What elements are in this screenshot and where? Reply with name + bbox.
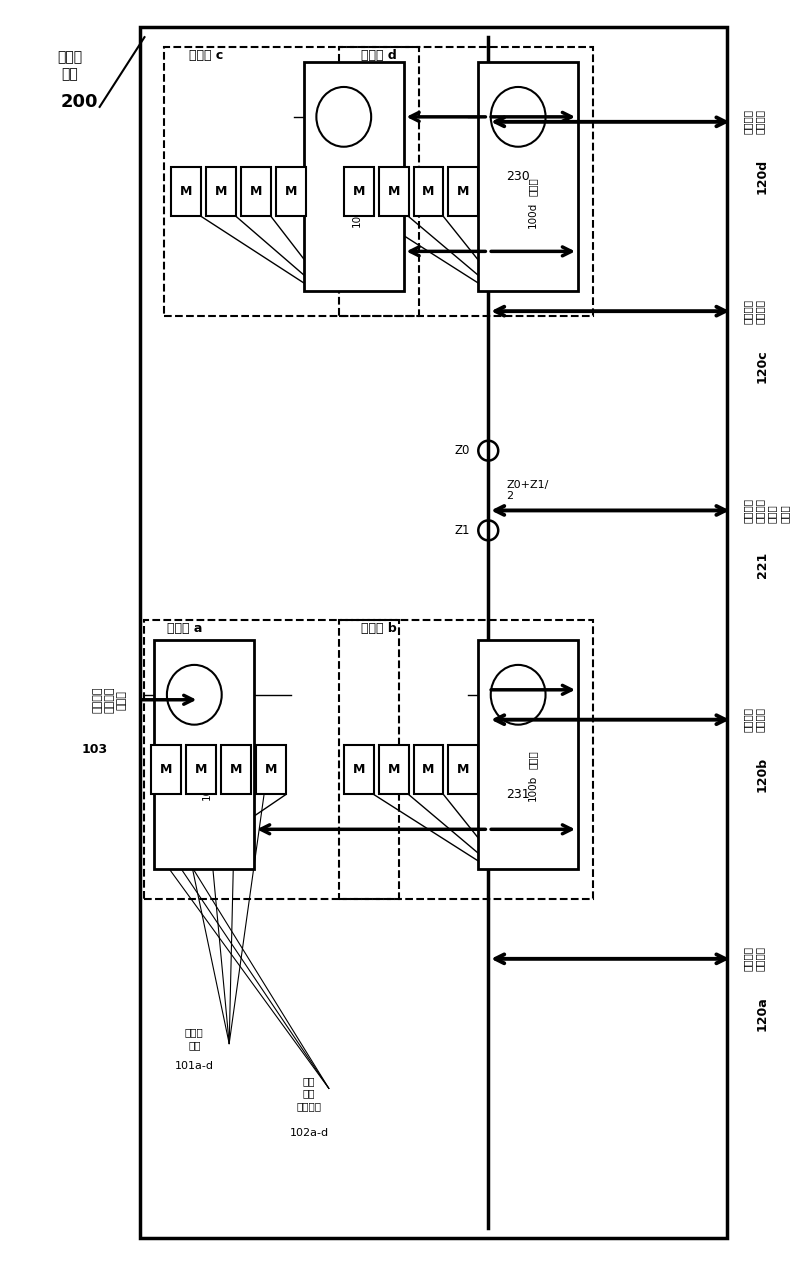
Bar bbox=[256, 745, 286, 794]
Bar bbox=[448, 745, 478, 794]
Bar bbox=[414, 166, 443, 217]
Text: 信号通路
（数据）: 信号通路 （数据） bbox=[742, 707, 765, 732]
Text: Z0: Z0 bbox=[455, 444, 470, 457]
Text: 120d: 120d bbox=[756, 159, 769, 194]
Bar bbox=[378, 745, 409, 794]
Bar bbox=[241, 166, 271, 217]
Text: 120a: 120a bbox=[756, 996, 769, 1030]
Text: 信号通路
（数据）: 信号通路 （数据） bbox=[742, 109, 765, 135]
Text: Z1: Z1 bbox=[455, 524, 470, 537]
Text: M: M bbox=[353, 763, 365, 777]
Bar bbox=[139, 27, 727, 1237]
Bar bbox=[338, 47, 593, 316]
Text: 信号通路
（数据）: 信号通路 （数据） bbox=[742, 298, 765, 324]
Text: 231: 231 bbox=[506, 788, 530, 801]
Bar bbox=[151, 745, 182, 794]
Text: 存储器: 存储器 bbox=[57, 49, 82, 63]
Text: 221: 221 bbox=[756, 552, 769, 579]
Text: 101a-d: 101a-d bbox=[175, 1061, 214, 1071]
Text: 数据片 b: 数据片 b bbox=[361, 622, 397, 634]
Text: 120c: 120c bbox=[756, 349, 769, 383]
Text: 信号通路
（控制／
地址／
时钟）: 信号通路 （控制／ 地址／ 时钟） bbox=[742, 497, 790, 523]
Text: 缓冲器: 缓冲器 bbox=[202, 750, 212, 769]
Text: 230: 230 bbox=[506, 170, 530, 183]
Bar bbox=[448, 166, 478, 217]
Bar bbox=[186, 745, 216, 794]
Text: 模块: 模块 bbox=[62, 67, 78, 81]
Text: M: M bbox=[180, 185, 193, 198]
Bar bbox=[171, 166, 202, 217]
Bar bbox=[338, 621, 593, 898]
Text: M: M bbox=[195, 763, 207, 777]
Text: 102a-d: 102a-d bbox=[290, 1128, 329, 1138]
Text: M: M bbox=[250, 185, 262, 198]
Text: 100d: 100d bbox=[528, 202, 538, 227]
Bar bbox=[478, 62, 578, 291]
Text: M: M bbox=[387, 185, 400, 198]
Text: 信号通路
（数据）: 信号通路 （数据） bbox=[742, 947, 765, 971]
Text: M: M bbox=[422, 185, 434, 198]
Bar bbox=[478, 640, 578, 869]
Text: 信号通路
（控制／
地址）: 信号通路 （控制／ 地址） bbox=[92, 687, 127, 713]
Text: 存储器
器件: 存储器 器件 bbox=[185, 1028, 204, 1049]
Text: M: M bbox=[353, 185, 365, 198]
Text: M: M bbox=[215, 185, 227, 198]
Bar bbox=[145, 621, 398, 898]
Text: 数据片 d: 数据片 d bbox=[361, 48, 397, 62]
Bar bbox=[414, 745, 443, 794]
Text: M: M bbox=[422, 763, 434, 777]
Text: 100b: 100b bbox=[528, 774, 538, 801]
Bar bbox=[206, 166, 236, 217]
Bar bbox=[154, 640, 254, 869]
Text: 100c: 100c bbox=[352, 202, 362, 227]
Text: 缓冲器: 缓冲器 bbox=[528, 178, 538, 195]
Text: M: M bbox=[285, 185, 297, 198]
Text: M: M bbox=[457, 763, 470, 777]
Text: M: M bbox=[265, 763, 278, 777]
Text: 120b: 120b bbox=[756, 756, 769, 792]
Text: M: M bbox=[230, 763, 242, 777]
Text: 数据片 c: 数据片 c bbox=[189, 48, 223, 62]
Bar bbox=[378, 166, 409, 217]
Bar bbox=[222, 745, 251, 794]
Bar bbox=[276, 166, 306, 217]
Text: M: M bbox=[387, 763, 400, 777]
Bar bbox=[344, 745, 374, 794]
Text: M: M bbox=[457, 185, 470, 198]
Text: M: M bbox=[160, 763, 173, 777]
Text: 信号
通路
（数据）: 信号 通路 （数据） bbox=[296, 1076, 322, 1110]
Text: 100a: 100a bbox=[202, 774, 212, 801]
Text: 缓冲器: 缓冲器 bbox=[352, 178, 362, 195]
Text: 数据片 a: 数据片 a bbox=[166, 622, 202, 634]
Text: 200: 200 bbox=[61, 93, 98, 110]
Bar bbox=[165, 47, 418, 316]
Text: 缓冲器: 缓冲器 bbox=[528, 750, 538, 769]
Text: Z0+Z1/
2: Z0+Z1/ 2 bbox=[506, 480, 549, 501]
Bar bbox=[304, 62, 403, 291]
Text: 103: 103 bbox=[82, 744, 108, 756]
Bar bbox=[344, 166, 374, 217]
